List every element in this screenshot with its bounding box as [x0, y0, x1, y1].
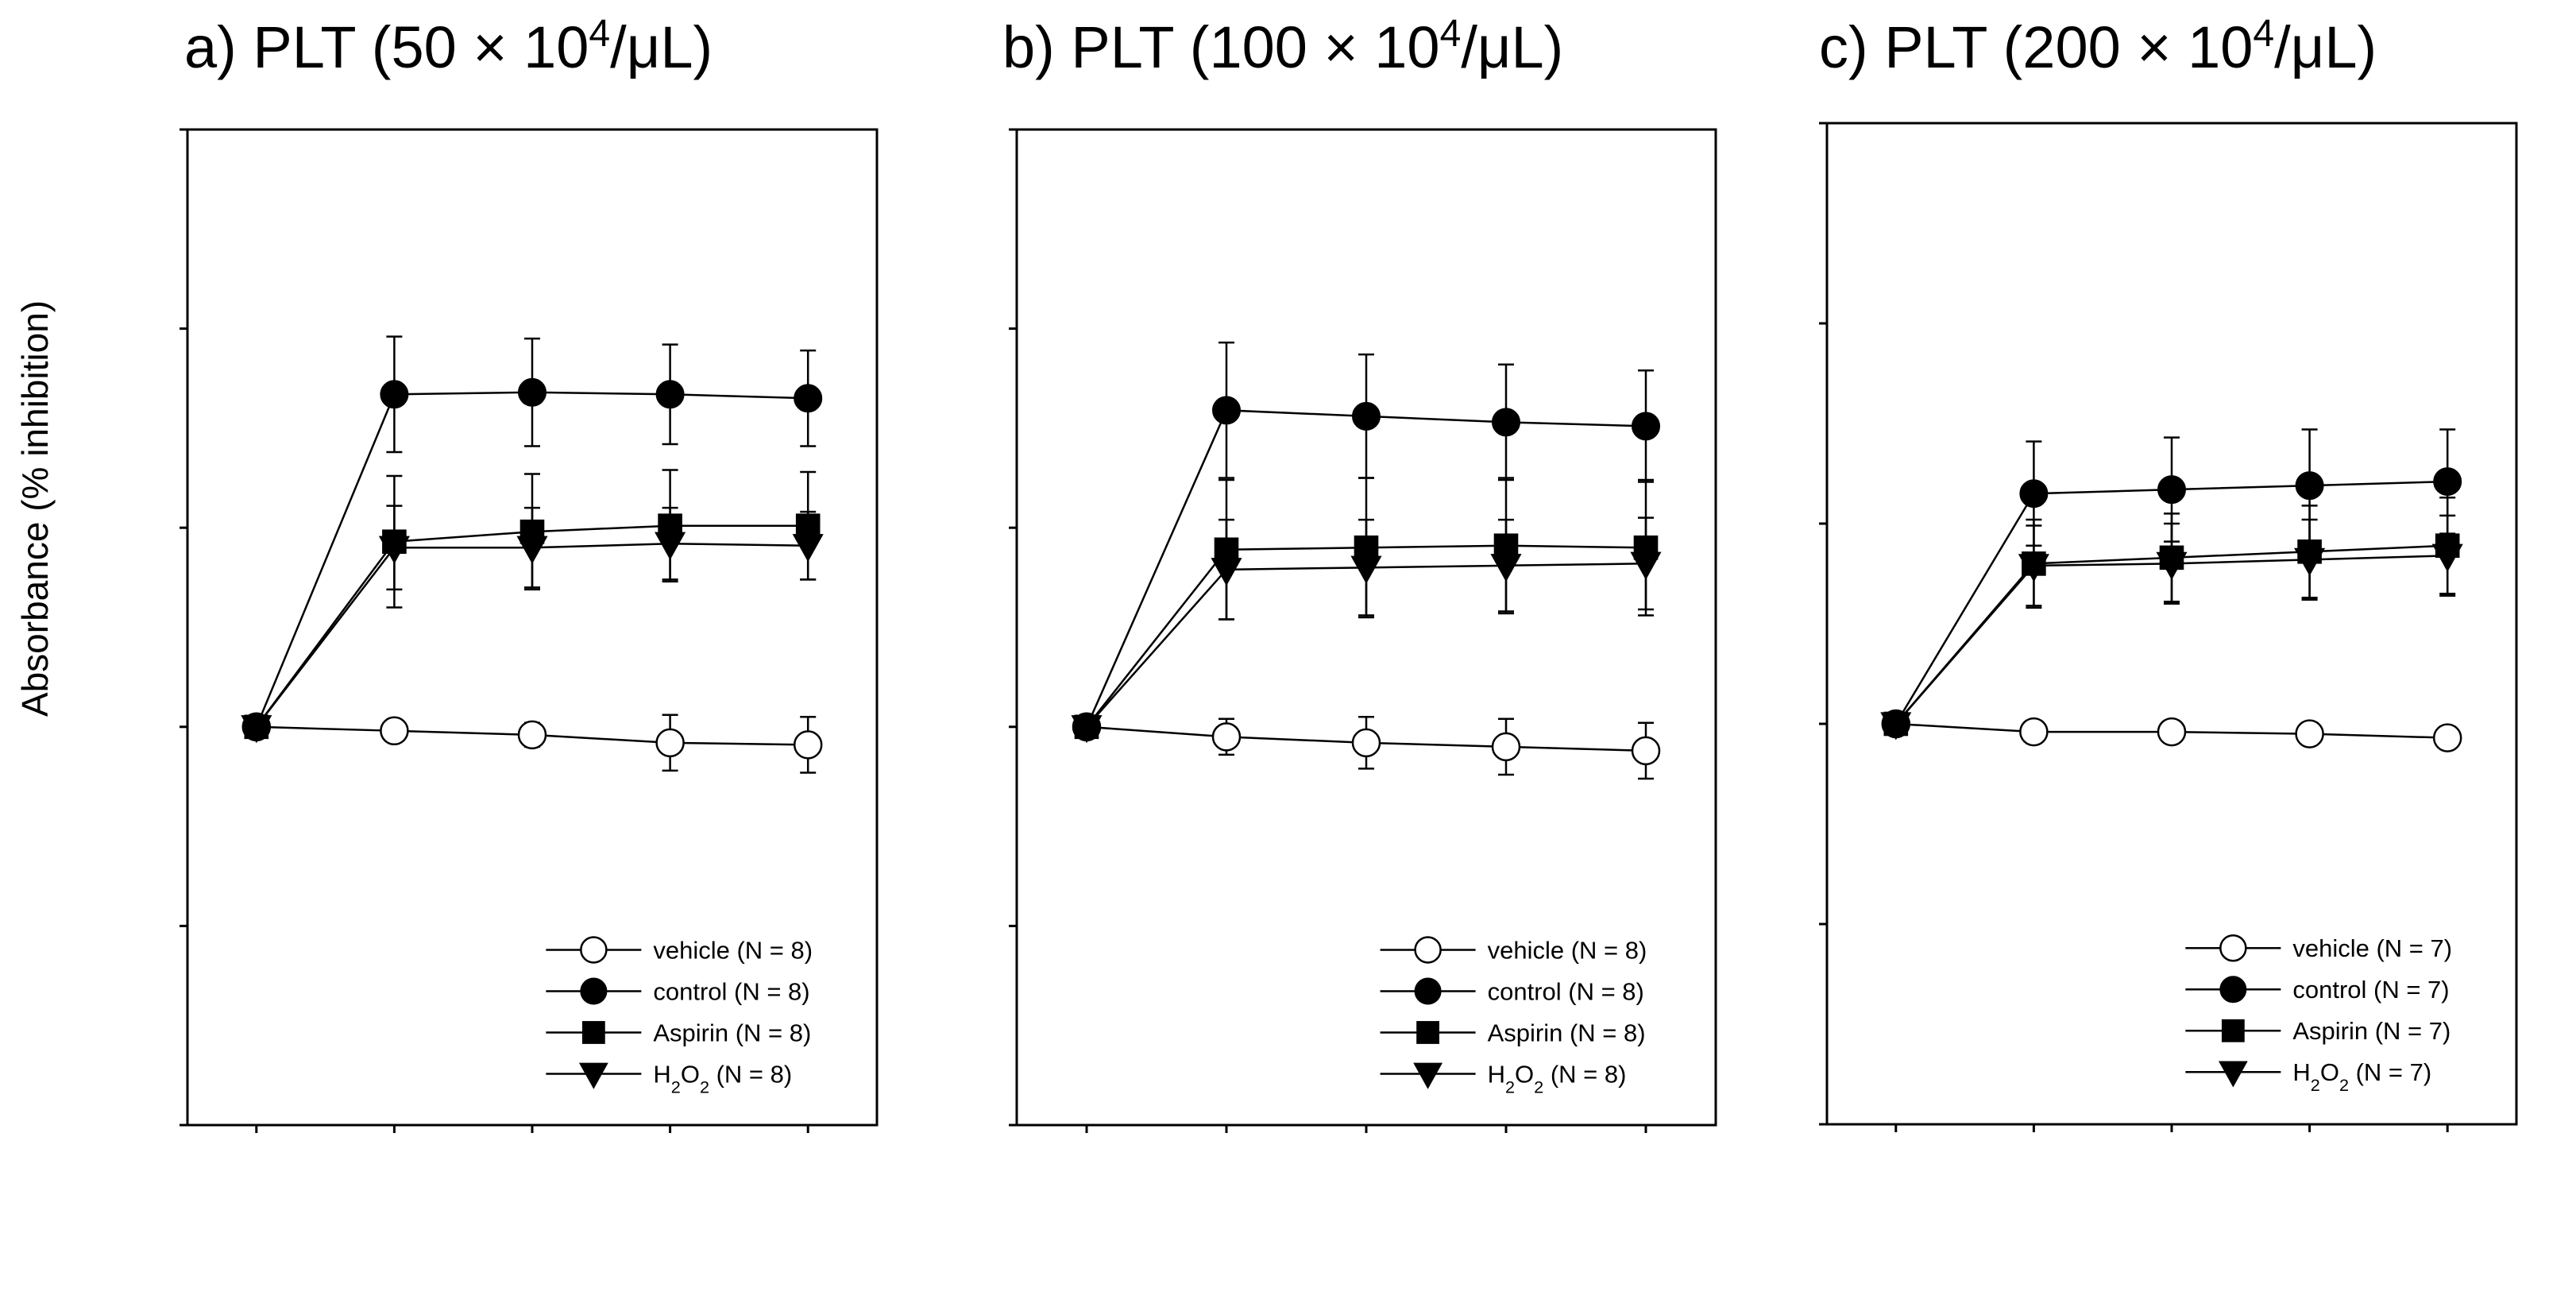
data-point	[2157, 475, 2186, 505]
legend-label: control (N = 8)	[653, 977, 809, 1005]
legend-marker	[580, 977, 608, 1005]
data-point	[655, 728, 685, 758]
data-point	[1492, 408, 1520, 437]
data-point	[655, 532, 686, 560]
y-axis-title: Absorbance (% inhibition)	[14, 300, 56, 717]
data-point	[1880, 712, 1912, 741]
data-point	[241, 715, 272, 744]
chart-title: a) PLT (50 × 104/μL)	[184, 12, 713, 80]
legend-marker	[581, 1021, 605, 1044]
legend-label: control (N = 8)	[1488, 977, 1644, 1005]
series-filled-circle	[1881, 428, 2462, 738]
chart-title: b) PLT (100 × 104/μL)	[1002, 12, 1563, 80]
data-point	[2431, 543, 2463, 572]
data-point	[1211, 558, 1242, 586]
legend-marker	[2221, 1019, 2245, 1042]
plot-frame	[1825, 122, 2518, 1126]
data-point	[2294, 547, 2326, 576]
data-point	[2295, 471, 2324, 501]
plot-frame	[1015, 128, 1717, 1127]
legend-label: Aspirin (N = 8)	[1488, 1019, 1646, 1046]
legend-marker	[1413, 1062, 1442, 1089]
data-point	[2433, 467, 2462, 497]
chart-title: c) PLT (200 × 104/μL)	[1819, 12, 2377, 80]
series-open-circle	[1881, 709, 2462, 752]
data-point	[2019, 479, 2049, 509]
series-filled-triangle-down	[1880, 514, 2463, 741]
series-filled-triangle-down	[241, 505, 824, 744]
legend-marker	[580, 936, 608, 964]
chart-panel-c: c) PLT (200 × 104/μL) vehicle (N = 7) cont…	[1819, 12, 2518, 1132]
legend-marker	[578, 1062, 608, 1089]
legend-label: control (N = 7)	[2292, 976, 2449, 1004]
data-point	[1632, 412, 1660, 441]
data-point	[1211, 722, 1242, 752]
data-point	[1212, 396, 1241, 425]
data-point	[2019, 717, 2049, 747]
data-point	[2156, 551, 2188, 580]
legend-label: H2O2 (N = 8)	[1488, 1060, 1627, 1096]
plot-frame	[186, 128, 879, 1127]
data-point	[793, 730, 823, 760]
data-point	[2295, 719, 2324, 748]
data-point	[2018, 554, 2049, 582]
data-point	[380, 716, 409, 746]
series-open-circle	[241, 712, 823, 774]
legend: vehicle (N = 8) control (N = 8) Aspirin (N…	[1380, 936, 1647, 1096]
data-point	[792, 534, 824, 563]
chart-panel-b: b) PLT (100 × 104/μL) vehicle (N = 8) cont…	[1002, 12, 1717, 1133]
data-point	[1630, 551, 1662, 580]
legend-label: vehicle (N = 8)	[1488, 936, 1647, 964]
legend-label: vehicle (N = 8)	[653, 936, 813, 964]
legend-label: vehicle (N = 7)	[2292, 934, 2452, 962]
data-point	[2157, 717, 2187, 747]
legend-label: H2O2 (N = 8)	[653, 1060, 792, 1096]
data-point	[380, 380, 409, 409]
legend-marker	[1414, 977, 1442, 1005]
legend-label: Aspirin (N = 7)	[2292, 1017, 2450, 1045]
series-open-circle	[1072, 712, 1661, 780]
data-point	[2432, 723, 2462, 752]
data-point	[655, 380, 685, 409]
data-point	[518, 377, 546, 407]
legend-marker	[2218, 1061, 2248, 1088]
data-point	[1490, 554, 1522, 582]
data-point	[1071, 715, 1103, 744]
data-point	[517, 720, 547, 750]
legend-label: H2O2 (N = 7)	[2292, 1058, 2431, 1095]
legend-marker	[1416, 1021, 1439, 1044]
data-point	[1491, 732, 1521, 762]
legend-marker	[2219, 934, 2247, 962]
data-point	[378, 536, 410, 564]
chart-panel-a: a) PLT (50 × 104/μL) vehicle (N = 8) contr…	[180, 12, 879, 1133]
data-point	[516, 536, 548, 564]
legend-marker	[1414, 936, 1442, 964]
legend-marker	[2219, 976, 2247, 1004]
data-point	[1352, 401, 1381, 431]
data-point	[1631, 736, 1661, 766]
data-point	[794, 384, 823, 413]
legend-label: Aspirin (N = 8)	[653, 1019, 811, 1046]
legend: vehicle (N = 7) control (N = 7) Aspirin (N…	[2185, 934, 2452, 1095]
data-point	[1351, 728, 1381, 758]
legend: vehicle (N = 8) control (N = 8) Aspirin (N…	[546, 936, 813, 1096]
data-point	[1350, 555, 1382, 584]
series-filled-triangle-down	[1071, 516, 1662, 744]
